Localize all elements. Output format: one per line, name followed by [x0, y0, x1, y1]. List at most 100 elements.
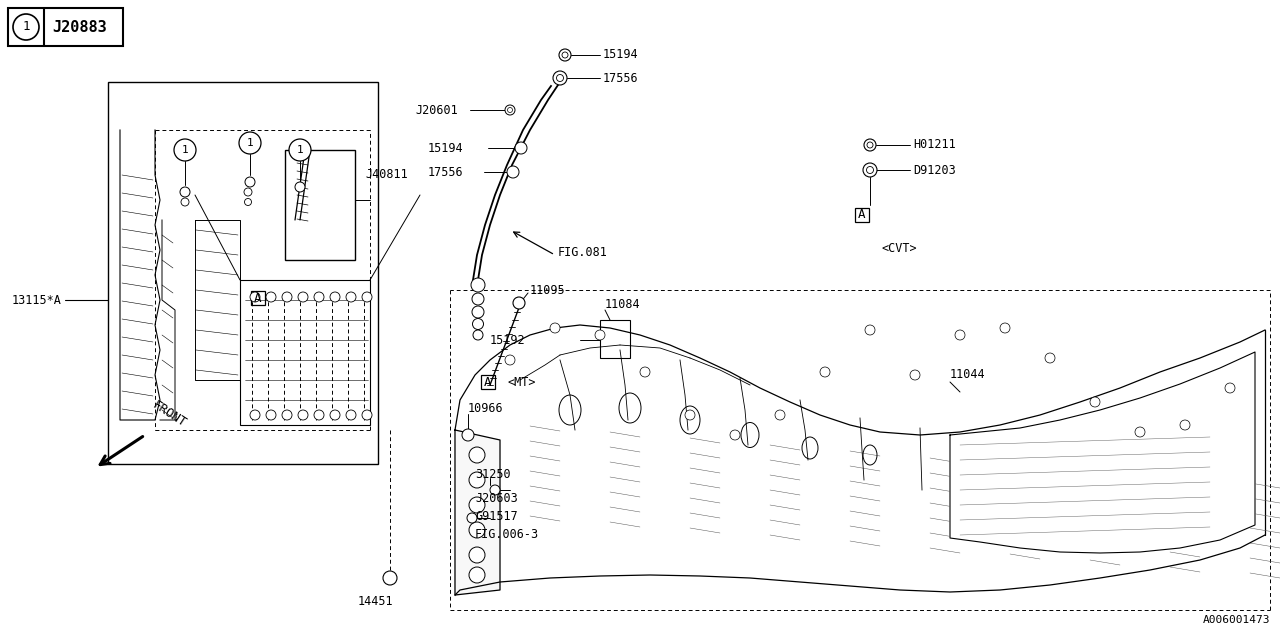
Text: 11084: 11084 — [605, 298, 640, 312]
Text: <CVT>: <CVT> — [882, 241, 918, 255]
Text: J40811: J40811 — [365, 168, 408, 182]
Circle shape — [557, 74, 563, 81]
Circle shape — [774, 410, 785, 420]
Circle shape — [865, 325, 876, 335]
Circle shape — [244, 177, 255, 187]
Circle shape — [180, 187, 189, 197]
Circle shape — [559, 49, 571, 61]
Text: 15192: 15192 — [490, 333, 526, 346]
Text: FIG.006-3: FIG.006-3 — [475, 527, 539, 541]
Circle shape — [289, 139, 311, 161]
Circle shape — [1180, 420, 1190, 430]
Text: 1: 1 — [22, 20, 29, 33]
Circle shape — [1044, 353, 1055, 363]
Text: 31250: 31250 — [475, 467, 511, 481]
Text: 1: 1 — [182, 145, 188, 155]
Text: FRONT: FRONT — [150, 399, 188, 430]
Circle shape — [468, 497, 485, 513]
Polygon shape — [950, 352, 1254, 553]
Bar — [285, 150, 355, 260]
Circle shape — [13, 14, 38, 40]
Circle shape — [595, 330, 605, 340]
Bar — [8, 8, 123, 46]
Circle shape — [362, 410, 372, 420]
Circle shape — [174, 139, 196, 161]
Text: <MT>: <MT> — [508, 376, 536, 388]
Circle shape — [820, 367, 829, 377]
Circle shape — [472, 293, 484, 305]
Text: 14451: 14451 — [357, 595, 393, 608]
Text: 15194: 15194 — [428, 141, 463, 154]
Text: D91203: D91203 — [913, 163, 956, 177]
Circle shape — [867, 142, 873, 148]
Circle shape — [298, 410, 308, 420]
Bar — [251, 291, 265, 305]
Circle shape — [468, 522, 485, 538]
Polygon shape — [454, 430, 500, 595]
Circle shape — [294, 182, 305, 192]
Text: 15194: 15194 — [603, 49, 639, 61]
Circle shape — [506, 105, 515, 115]
Circle shape — [298, 292, 308, 302]
Circle shape — [383, 571, 397, 585]
Circle shape — [550, 323, 561, 333]
Circle shape — [955, 330, 965, 340]
Circle shape — [507, 108, 512, 113]
Circle shape — [513, 297, 525, 309]
Bar — [481, 375, 495, 389]
Circle shape — [266, 410, 276, 420]
Circle shape — [867, 166, 873, 173]
Text: FIG.081: FIG.081 — [558, 246, 608, 259]
Circle shape — [468, 567, 485, 583]
Circle shape — [640, 367, 650, 377]
Text: A: A — [255, 291, 261, 305]
Circle shape — [490, 485, 500, 495]
Circle shape — [330, 292, 340, 302]
Text: J20601: J20601 — [415, 104, 458, 116]
Circle shape — [244, 188, 252, 196]
Circle shape — [1000, 323, 1010, 333]
Circle shape — [468, 472, 485, 488]
Text: 1: 1 — [247, 138, 253, 148]
Text: 10966: 10966 — [468, 401, 503, 415]
Text: 11095: 11095 — [530, 284, 566, 296]
Circle shape — [1091, 397, 1100, 407]
Text: 13115*A: 13115*A — [12, 294, 61, 307]
Circle shape — [507, 166, 518, 178]
Circle shape — [515, 142, 527, 154]
Bar — [600, 320, 630, 358]
Circle shape — [239, 132, 261, 154]
Circle shape — [1225, 383, 1235, 393]
Text: 11044: 11044 — [950, 369, 986, 381]
Circle shape — [282, 410, 292, 420]
Circle shape — [314, 410, 324, 420]
Circle shape — [863, 163, 877, 177]
Circle shape — [180, 198, 189, 206]
Circle shape — [910, 370, 920, 380]
Text: 17556: 17556 — [428, 166, 463, 179]
Circle shape — [462, 429, 474, 441]
Text: J20883: J20883 — [52, 19, 106, 35]
Circle shape — [730, 430, 740, 440]
Circle shape — [346, 410, 356, 420]
Circle shape — [506, 355, 515, 365]
Circle shape — [864, 139, 876, 151]
Circle shape — [474, 330, 483, 340]
Circle shape — [250, 292, 260, 302]
Text: A006001473: A006001473 — [1202, 615, 1270, 625]
Circle shape — [471, 278, 485, 292]
Circle shape — [468, 547, 485, 563]
Circle shape — [467, 513, 477, 523]
Text: G91517: G91517 — [475, 509, 517, 522]
Circle shape — [362, 292, 372, 302]
Circle shape — [472, 306, 484, 318]
Circle shape — [314, 292, 324, 302]
Circle shape — [244, 198, 251, 205]
Circle shape — [346, 292, 356, 302]
Bar — [108, 82, 378, 464]
Circle shape — [330, 410, 340, 420]
Text: 17556: 17556 — [603, 72, 639, 84]
Circle shape — [266, 292, 276, 302]
Circle shape — [562, 52, 568, 58]
Text: A: A — [484, 376, 492, 388]
